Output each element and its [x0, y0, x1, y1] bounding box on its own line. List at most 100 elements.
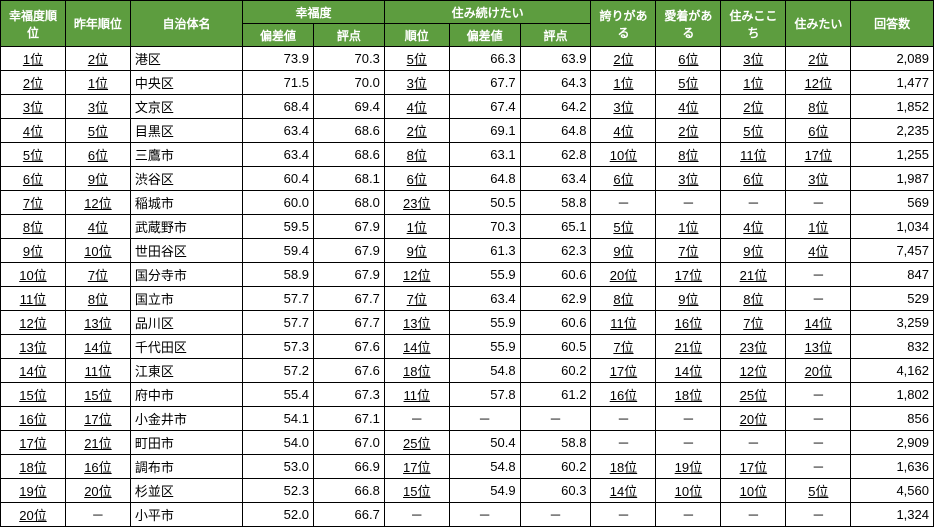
cell-sr: 9位 [384, 239, 449, 263]
cell-py: 10位 [65, 239, 130, 263]
table-row: 15位15位府中市55.467.311位57.861.216位18位25位－1,… [1, 383, 934, 407]
cell-pr: － [591, 191, 656, 215]
cell-r: 20位 [1, 503, 66, 527]
col-s-score: 評点 [520, 24, 591, 47]
cell-ss: 63.4 [520, 167, 591, 191]
cell-kd: 57.7 [243, 311, 314, 335]
cell-py: 1位 [65, 71, 130, 95]
table-row: 12位13位品川区57.767.713位55.960.611位16位7位14位3… [1, 311, 934, 335]
cell-kd: 57.2 [243, 359, 314, 383]
cell-wt: 8位 [786, 95, 851, 119]
cell-ks: 68.6 [313, 143, 384, 167]
cell-r: 19位 [1, 479, 66, 503]
cell-name: 文京区 [130, 95, 242, 119]
cell-pr: － [591, 407, 656, 431]
cell-r: 5位 [1, 143, 66, 167]
cell-resp: 1,255 [851, 143, 934, 167]
cell-resp: 3,259 [851, 311, 934, 335]
cell-name: 三鷹市 [130, 143, 242, 167]
cell-lv: 4位 [721, 215, 786, 239]
cell-sr: 17位 [384, 455, 449, 479]
cell-py: 4位 [65, 215, 130, 239]
cell-resp: 1,987 [851, 167, 934, 191]
cell-lv: 1位 [721, 71, 786, 95]
cell-pr: 16位 [591, 383, 656, 407]
cell-sr: － [384, 407, 449, 431]
cell-pr: 8位 [591, 287, 656, 311]
cell-ss: 60.5 [520, 335, 591, 359]
cell-lv: 10位 [721, 479, 786, 503]
cell-ks: 67.1 [313, 407, 384, 431]
cell-at: － [656, 407, 721, 431]
table-row: 17位21位町田市54.067.025位50.458.8－－－－2,909 [1, 431, 934, 455]
cell-name: 目黒区 [130, 119, 242, 143]
cell-resp: 2,909 [851, 431, 934, 455]
table-row: 10位7位国分寺市58.967.912位55.960.620位17位21位－84… [1, 263, 934, 287]
table-row: 11位8位国立市57.767.77位63.462.98位9位8位－529 [1, 287, 934, 311]
cell-ks: 66.8 [313, 479, 384, 503]
cell-wt: 14位 [786, 311, 851, 335]
cell-ss: 58.8 [520, 431, 591, 455]
cell-sd: 67.7 [449, 71, 520, 95]
cell-py: 8位 [65, 287, 130, 311]
cell-name: 江東区 [130, 359, 242, 383]
cell-sd: 69.1 [449, 119, 520, 143]
cell-ks: 70.3 [313, 47, 384, 71]
cell-wt: 20位 [786, 359, 851, 383]
cell-ss: 63.9 [520, 47, 591, 71]
cell-ss: 60.2 [520, 359, 591, 383]
table-row: 8位4位武蔵野市59.567.91位70.365.15位1位4位1位1,034 [1, 215, 934, 239]
cell-py: 7位 [65, 263, 130, 287]
cell-r: 10位 [1, 263, 66, 287]
cell-kd: 59.4 [243, 239, 314, 263]
cell-sd: 55.9 [449, 263, 520, 287]
table-row: 5位6位三鷹市63.468.68位63.162.810位8位11位17位1,25… [1, 143, 934, 167]
cell-ks: 67.9 [313, 239, 384, 263]
cell-kd: 60.0 [243, 191, 314, 215]
cell-lv: 23位 [721, 335, 786, 359]
cell-kd: 59.5 [243, 215, 314, 239]
cell-at: 2位 [656, 119, 721, 143]
cell-pr: 14位 [591, 479, 656, 503]
cell-pr: 4位 [591, 119, 656, 143]
col-happiness-rank: 幸福度順位 [1, 1, 66, 47]
cell-sr: 14位 [384, 335, 449, 359]
cell-wt: － [786, 455, 851, 479]
cell-r: 15位 [1, 383, 66, 407]
cell-py: 6位 [65, 143, 130, 167]
cell-name: 世田谷区 [130, 239, 242, 263]
cell-r: 13位 [1, 335, 66, 359]
col-pride: 誇りがある [591, 1, 656, 47]
cell-wt: － [786, 191, 851, 215]
cell-sd: 54.8 [449, 455, 520, 479]
cell-wt: 1位 [786, 215, 851, 239]
table-row: 20位－小平市52.066.7－－－－－－－1,324 [1, 503, 934, 527]
cell-ks: 67.3 [313, 383, 384, 407]
cell-pr: 10位 [591, 143, 656, 167]
cell-lv: 12位 [721, 359, 786, 383]
cell-sd: 50.5 [449, 191, 520, 215]
cell-sd: 50.4 [449, 431, 520, 455]
cell-kd: 71.5 [243, 71, 314, 95]
table-row: 6位9位渋谷区60.468.16位64.863.46位3位6位3位1,987 [1, 167, 934, 191]
cell-ks: 70.0 [313, 71, 384, 95]
cell-lv: － [721, 431, 786, 455]
cell-lv: 21位 [721, 263, 786, 287]
cell-resp: 856 [851, 407, 934, 431]
cell-ks: 68.1 [313, 167, 384, 191]
cell-ss: 58.8 [520, 191, 591, 215]
col-prev-rank: 昨年順位 [65, 1, 130, 47]
cell-ss: 61.2 [520, 383, 591, 407]
cell-pr: 1位 [591, 71, 656, 95]
cell-at: 10位 [656, 479, 721, 503]
cell-sr: 1位 [384, 215, 449, 239]
cell-lv: 6位 [721, 167, 786, 191]
cell-ss: 64.3 [520, 71, 591, 95]
cell-lv: 5位 [721, 119, 786, 143]
cell-kd: 57.3 [243, 335, 314, 359]
cell-at: 16位 [656, 311, 721, 335]
cell-ss: 62.3 [520, 239, 591, 263]
cell-ss: 65.1 [520, 215, 591, 239]
cell-name: 中央区 [130, 71, 242, 95]
cell-py: － [65, 503, 130, 527]
